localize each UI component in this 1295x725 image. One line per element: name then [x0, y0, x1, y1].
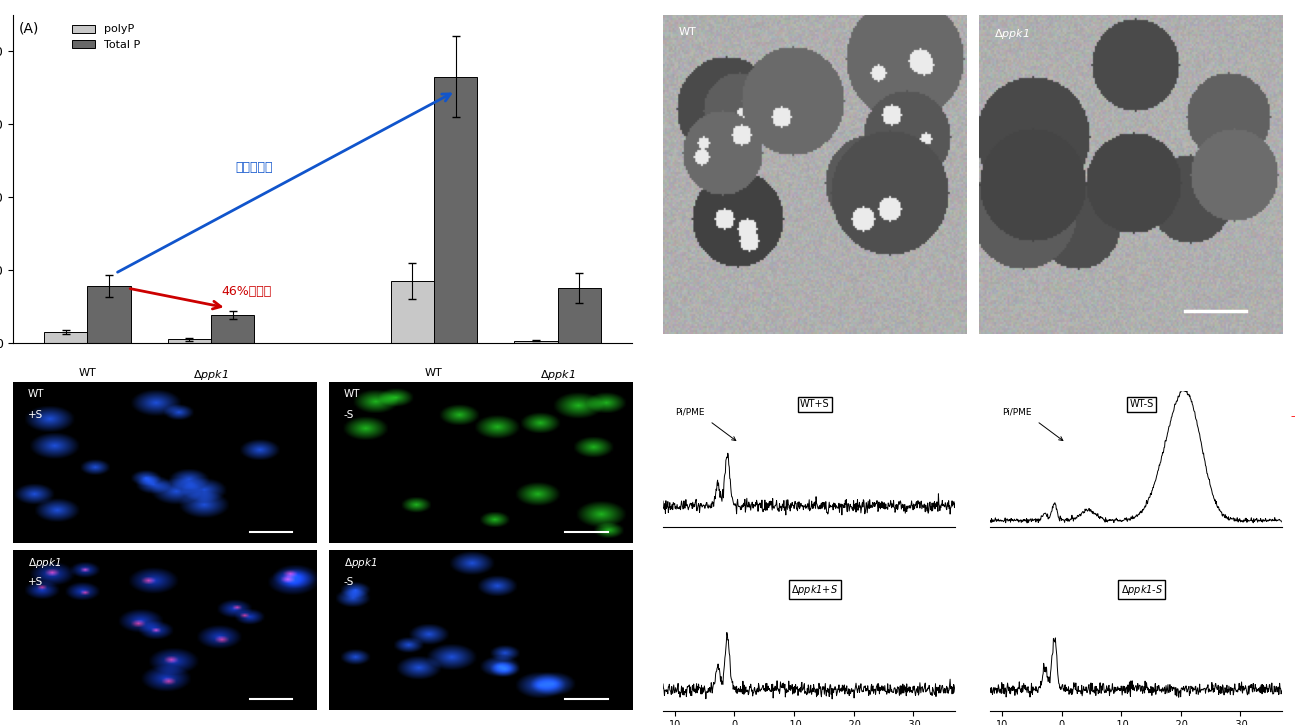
Bar [558, 288, 601, 343]
Legend: polyP, Total P: polyP, Total P [69, 20, 144, 54]
Bar [211, 315, 254, 343]
Text: (D): (D) [663, 392, 685, 405]
Text: (B): (B) [13, 382, 34, 396]
Text: Pi/PME: Pi/PME [1002, 407, 1031, 417]
Text: $\Delta$ppk1: $\Delta$ppk1 [193, 368, 229, 382]
Text: -S: -S [343, 410, 354, 420]
Text: $\Delta$ppk1-S: $\Delta$ppk1-S [1120, 583, 1163, 597]
Text: +S: +S [28, 577, 43, 587]
Bar [514, 341, 558, 343]
Text: (A): (A) [19, 22, 40, 36]
Bar [87, 286, 131, 343]
Text: ５倍に増加: ５倍に増加 [236, 161, 273, 174]
Text: WT: WT [679, 28, 695, 37]
Text: $\Delta$ppk1: $\Delta$ppk1 [343, 556, 377, 570]
Text: WT+S: WT+S [800, 399, 830, 410]
Text: $\Delta$ppk1: $\Delta$ppk1 [540, 368, 575, 382]
Text: Pi/PME: Pi/PME [675, 407, 704, 417]
Bar [434, 77, 478, 343]
Text: $\Delta$ppk1: $\Delta$ppk1 [993, 28, 1030, 41]
Text: WT: WT [343, 389, 360, 399]
Text: +S: +S [140, 405, 158, 418]
Text: — polyP: — polyP [1291, 410, 1295, 420]
Text: $\Delta$ppk1+S: $\Delta$ppk1+S [791, 583, 838, 597]
Text: 46%に減少: 46%に減少 [221, 285, 271, 298]
Text: +S: +S [28, 410, 43, 420]
Bar [44, 332, 87, 343]
Bar [168, 339, 211, 343]
Text: WT: WT [79, 368, 96, 378]
Bar [391, 281, 434, 343]
Text: WT-S: WT-S [1129, 399, 1154, 410]
Text: $\Delta$ppk1: $\Delta$ppk1 [28, 556, 61, 570]
Text: WT: WT [28, 389, 44, 399]
Text: -S: -S [343, 577, 354, 587]
Text: (C): (C) [663, 14, 684, 28]
Text: WT: WT [425, 368, 443, 378]
Text: -S: -S [490, 405, 502, 418]
